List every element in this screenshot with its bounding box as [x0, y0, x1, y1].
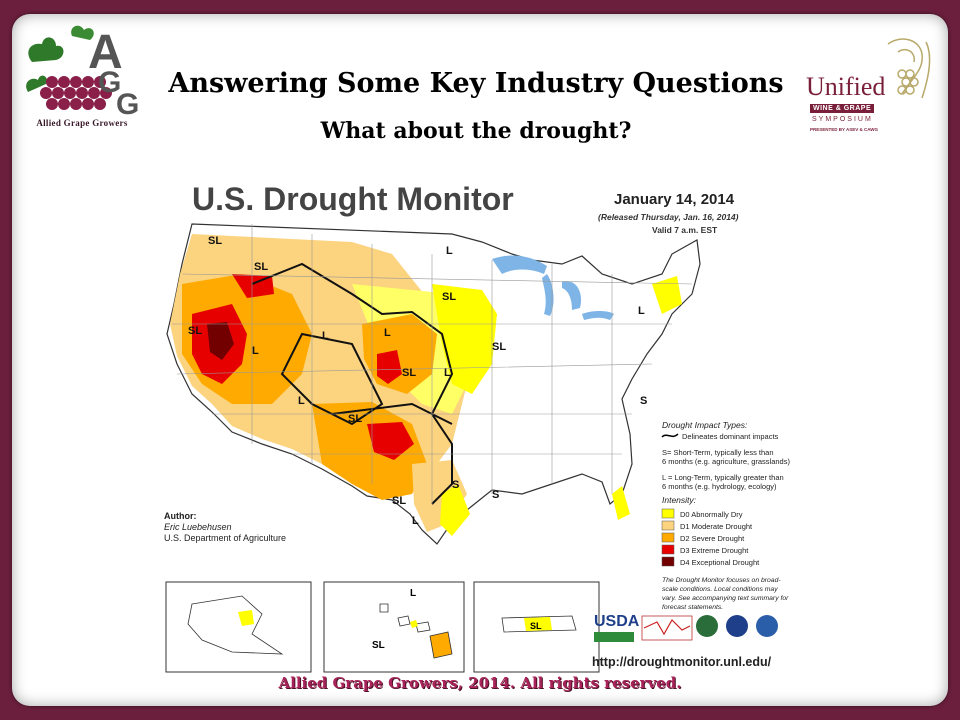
label-l-az: L: [298, 395, 305, 407]
unified-line1: WINE & GRAPE: [810, 104, 875, 113]
zone-d3-oklahoma: [367, 422, 414, 460]
label-l-mn: L: [446, 245, 453, 257]
agency-logos: USDA: [594, 613, 778, 642]
intensity-title: Intensity:: [662, 495, 697, 505]
zone-d0-florida: [612, 486, 630, 520]
map-date: January 14, 2014: [614, 191, 735, 208]
zone-d4-california: [207, 322, 234, 360]
impact-l2: 6 months (e.g. hydrology, ecology): [662, 482, 777, 491]
slide-title: Answering Some Key Industry Questions: [168, 68, 784, 99]
label-l-co: L: [384, 327, 391, 339]
legend-label-2: D2 Severe Drought: [680, 534, 745, 543]
map-valid: Valid 7 a.m. EST: [652, 225, 718, 235]
label-l-mo: L: [444, 367, 451, 379]
note2: scale conditions. Local conditions may: [662, 586, 778, 593]
unified-line3: PRESENTED BY ASEV & CAWG: [810, 127, 879, 132]
svg-text:G: G: [116, 88, 139, 118]
legend-swatch-4: [661, 556, 675, 567]
label-sl-ne: SL: [442, 291, 456, 303]
label-sl-wa: SL: [208, 235, 222, 247]
legend-swatch-2: [661, 532, 675, 543]
label-l-nv: L: [252, 345, 259, 357]
unified-line2: SYMPOSIUM: [812, 116, 873, 123]
great-lakes: [492, 255, 614, 320]
label-sl-ia: SL: [492, 341, 506, 353]
label-sl-nm: SL: [348, 413, 362, 425]
map-released: (Released Thursday, Jan. 16, 2014): [598, 212, 739, 222]
impact-boundary-line: [251, 262, 454, 505]
svg-text:A: A: [88, 26, 123, 79]
unified-name: Unified: [806, 72, 886, 101]
usda-logo: USDA: [594, 613, 640, 630]
inset-hawaii: L SL: [323, 581, 465, 673]
inset-puerto-rico: SL: [473, 581, 600, 673]
slide-footer: Allied Grape Growers, 2014. All rights r…: [278, 674, 682, 692]
label-sl-pr: SL: [530, 621, 542, 631]
author-name: Eric Luebehusen: [164, 522, 232, 532]
impact-title: Drought Impact Types:: [662, 420, 748, 430]
zone-d3-central: [377, 350, 402, 384]
legend-label-0: D0 Abnormally Dry: [680, 510, 743, 519]
impact-l: L = Long-Term, typically greater than: [662, 473, 784, 482]
legend-label-1: D1 Moderate Drought: [680, 522, 753, 531]
label-l-tx: L: [412, 515, 419, 527]
zone-d0-texas-coast: [440, 484, 470, 536]
legend-label-4: D4 Exceptional Drought: [680, 558, 760, 567]
label-sl-tx-south: SL: [392, 495, 406, 507]
legend-swatch-1: [661, 520, 675, 531]
zone-d0-east: [652, 276, 682, 314]
slide-subtitle: What about the drought?: [320, 118, 632, 144]
allied-grape-growers-logo: A G G Allied Grape Growers: [22, 22, 142, 132]
zone-d0-midwest: [432, 284, 497, 394]
label-sl-or: SL: [254, 261, 268, 273]
legend-swatch-3: [661, 544, 675, 555]
legend: Drought Impact Types: Delineates dominan…: [661, 420, 790, 611]
note1: The Drought Monitor focuses on broad-: [662, 577, 781, 584]
inset-alaska: [165, 581, 312, 673]
legend-swatch-0: [661, 508, 675, 519]
logo-caption: Allied Grape Growers: [36, 118, 128, 128]
label-l-ny: L: [638, 305, 645, 317]
label-s-va: S: [640, 395, 647, 407]
author-org: U.S. Department of Agriculture: [164, 533, 286, 543]
impact-s2: 6 months (e.g. agriculture, grasslands): [662, 457, 790, 466]
note3: vary. See accompanying text summary for: [662, 595, 789, 602]
state-lines: [172, 224, 693, 504]
note4: forecast statements.: [662, 604, 723, 611]
impact-line: Delineates dominant impacts: [682, 432, 779, 441]
svg-text:G: G: [98, 66, 121, 99]
impact-s: S= Short-Term, typically less than: [662, 448, 774, 457]
label-s-la: S: [492, 489, 499, 501]
map-url: http://droughtmonitor.unl.edu/: [592, 655, 772, 669]
drought-monitor-map: U.S. Drought Monitor January 14, 2014 (R…: [152, 164, 822, 679]
slide: A G G Allied Grape Growers Answering Som…: [12, 14, 948, 706]
map-title: U.S. Drought Monitor: [192, 181, 514, 217]
author-label: Author:: [164, 511, 197, 521]
label-sl-ks: SL: [402, 367, 416, 379]
legend-label-3: D3 Extreme Drought: [680, 546, 749, 555]
label-l-hi: L: [410, 588, 416, 599]
label-s-tx: S: [452, 479, 459, 491]
label-l-ut: L: [322, 330, 329, 342]
unified-symposium-logo: Unified WINE & GRAPE SYMPOSIUM PRESENTED…: [802, 34, 942, 144]
label-sl-ca: SL: [188, 325, 202, 337]
label-sl-hi: SL: [372, 640, 385, 651]
